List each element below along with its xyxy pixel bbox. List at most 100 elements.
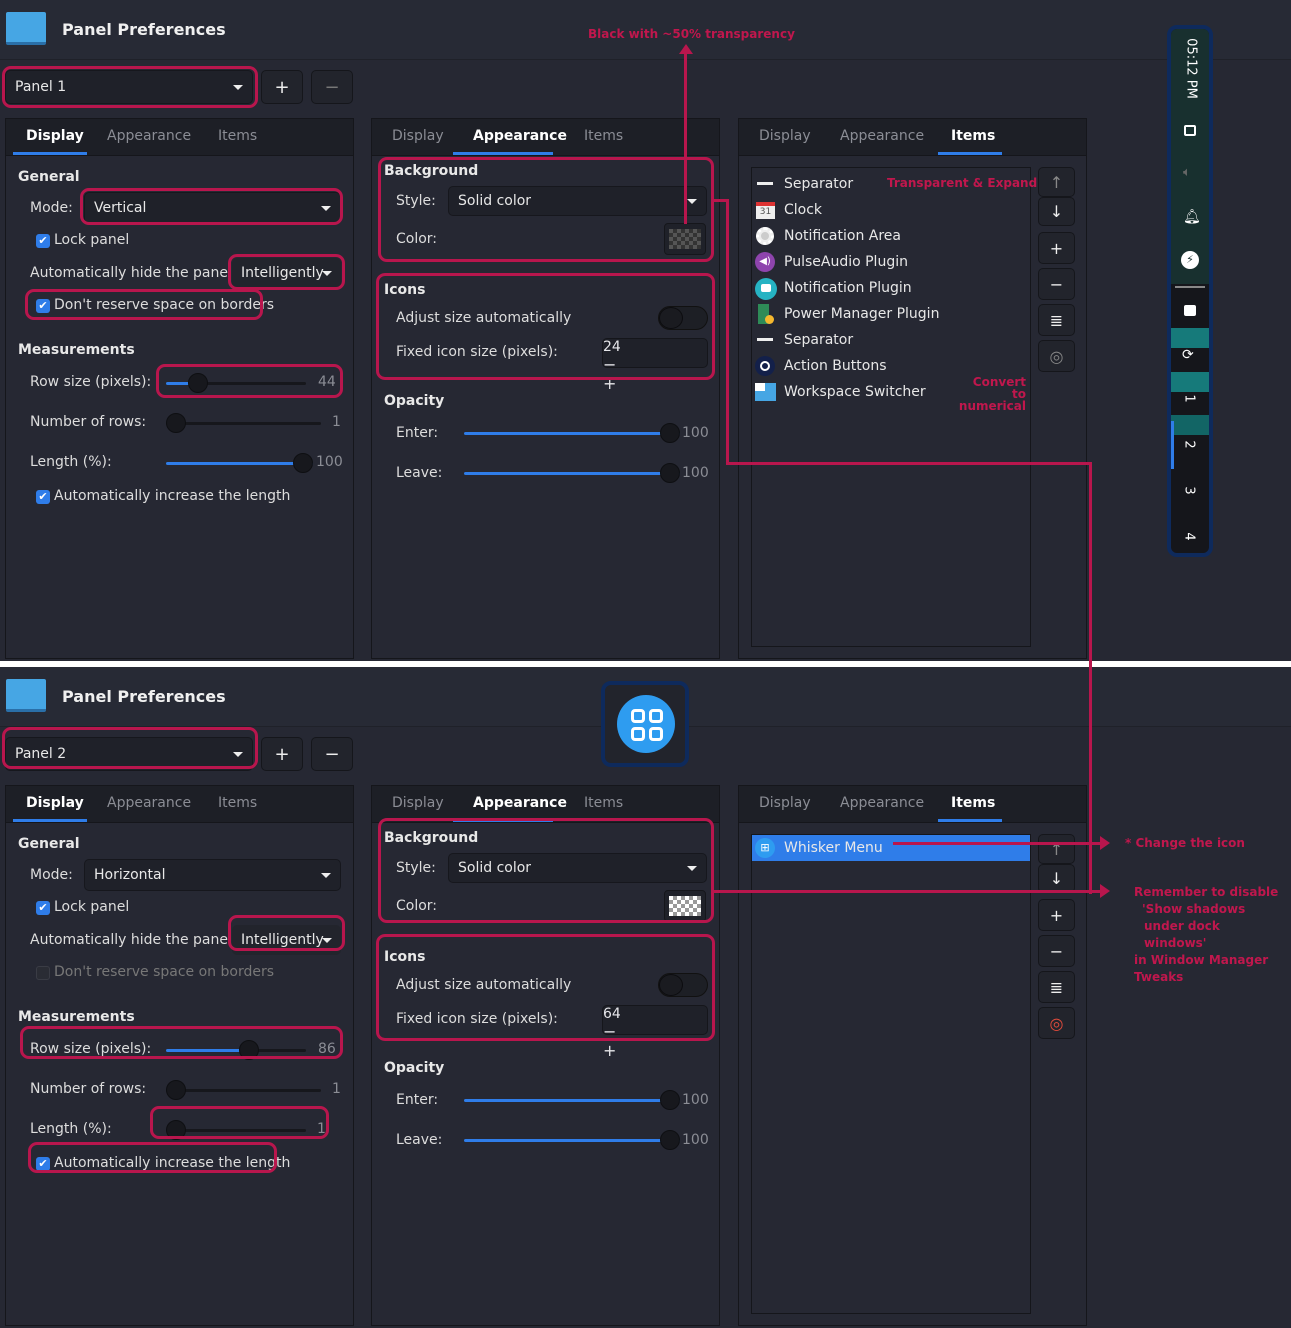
mode-select[interactable]: Horizontal — [84, 859, 341, 891]
auto-length-checkbox[interactable]: ✔ — [36, 1157, 50, 1171]
icon-size-spinbox[interactable]: 64− + — [602, 1005, 708, 1060]
tab-items[interactable]: Items — [218, 128, 258, 144]
tab-items[interactable]: Items — [584, 795, 624, 811]
tab-appearance[interactable]: Appearance — [107, 795, 192, 811]
remove-panel-button[interactable]: − — [311, 737, 353, 771]
tab-appearance[interactable]: Appearance — [473, 128, 567, 144]
length-slider-value: 1 — [317, 1121, 326, 1137]
list-item[interactable]: Workspace Switcher — [752, 379, 1030, 405]
slider-handle[interactable] — [660, 423, 680, 443]
slider-handle[interactable] — [660, 1130, 680, 1150]
color-button[interactable] — [664, 223, 706, 255]
panel-select[interactable]: Panel 2 — [5, 737, 253, 771]
panel-select[interactable]: Panel 1 — [5, 70, 253, 104]
tab-items[interactable]: Items — [584, 128, 624, 144]
slider-handle[interactable] — [166, 1120, 186, 1140]
style-select[interactable]: Solid color — [448, 853, 707, 883]
increase-button[interactable]: + — [603, 1041, 617, 1060]
decrease-button[interactable]: − — [603, 355, 617, 374]
move-up-button[interactable]: ↑ — [1038, 167, 1075, 197]
list-item[interactable]: Power Manager Plugin — [752, 301, 1030, 327]
length-slider[interactable] — [166, 1120, 306, 1140]
workspace-button[interactable]: 1 — [1181, 394, 1197, 403]
style-select[interactable]: Solid color — [448, 186, 707, 216]
tab-appearance[interactable]: Appearance — [840, 128, 925, 144]
list-item[interactable]: 31 Clock — [752, 197, 1030, 223]
add-panel-button[interactable]: + — [261, 737, 303, 771]
annotation-line-text: Tweaks — [1134, 970, 1184, 984]
adjust-size-toggle[interactable] — [658, 306, 708, 330]
rows-slider[interactable] — [166, 1080, 321, 1100]
item-list-button[interactable]: ≣ — [1038, 304, 1075, 336]
annotation-line — [893, 842, 1103, 845]
list-item[interactable]: Separator — [752, 327, 1030, 353]
workspace-button[interactable]: 3 — [1181, 486, 1197, 495]
items-list[interactable]: ⊞ Whisker Menu — [751, 834, 1031, 1314]
appearance-notebook: Display Appearance Items Background Style: So… — [371, 118, 720, 659]
list-item[interactable]: Notification Plugin — [752, 275, 1030, 301]
list-item[interactable]: Action Buttons — [752, 353, 1030, 379]
move-down-button[interactable]: ↓ — [1038, 197, 1075, 226]
slider-handle[interactable] — [660, 1090, 680, 1110]
annotation-outline — [20, 1026, 343, 1059]
fixed-size-label: Fixed icon size (pixels): — [396, 1011, 558, 1027]
workspace-button[interactable]: 4 — [1181, 532, 1197, 541]
move-down-button[interactable]: ↓ — [1038, 864, 1075, 893]
list-item[interactable]: ⊞ Whisker Menu — [752, 835, 1030, 861]
tab-display[interactable]: Display — [26, 795, 84, 811]
add-item-button[interactable]: + — [1038, 899, 1075, 931]
help-button[interactable]: ◎ — [1038, 340, 1075, 372]
mode-value: Horizontal — [94, 867, 166, 883]
workspace-button[interactable]: 2 — [1181, 440, 1197, 449]
slider-handle[interactable] — [239, 1040, 260, 1060]
list-item[interactable]: Separator — [752, 171, 1030, 197]
leave-slider[interactable] — [464, 463, 680, 483]
slider-handle[interactable] — [166, 1080, 186, 1100]
no-reserve-checkbox[interactable]: ✔ — [36, 299, 50, 313]
lock-panel-checkbox[interactable]: ✔ — [36, 901, 50, 915]
tab-display[interactable]: Display — [26, 128, 84, 144]
slider-handle[interactable] — [293, 453, 313, 473]
row-size-slider[interactable] — [166, 373, 306, 393]
slider-handle[interactable] — [660, 463, 680, 483]
slider-handle[interactable] — [187, 373, 208, 393]
items-list[interactable]: Separator 31 Clock Notification Area ◀) Pulse… — [751, 167, 1031, 647]
move-up-button[interactable]: ↑ — [1038, 834, 1075, 864]
tab-appearance[interactable]: Appearance — [473, 795, 567, 811]
enter-slider[interactable] — [464, 1090, 680, 1110]
tab-items[interactable]: Items — [218, 795, 258, 811]
add-item-button[interactable]: + — [1038, 232, 1075, 264]
remove-item-button[interactable]: − — [1038, 268, 1075, 300]
mode-select[interactable]: Vertical — [84, 192, 341, 224]
color-button[interactable] — [664, 890, 706, 922]
no-reserve-checkbox[interactable] — [36, 966, 50, 980]
logout-icon[interactable]: ⟳ — [1182, 347, 1194, 363]
list-item[interactable]: ◀) PulseAudio Plugin — [752, 249, 1030, 275]
decrease-button[interactable]: − — [603, 1022, 617, 1041]
adjust-size-toggle[interactable] — [658, 973, 708, 997]
item-list-button[interactable]: ≣ — [1038, 971, 1075, 1003]
rows-slider[interactable] — [166, 413, 321, 433]
remove-item-button[interactable]: − — [1038, 935, 1075, 967]
tab-display[interactable]: Display — [759, 795, 811, 811]
enter-slider[interactable] — [464, 423, 680, 443]
lock-panel-checkbox[interactable]: ✔ — [36, 234, 50, 248]
add-panel-button[interactable]: + — [261, 70, 303, 104]
slider-handle[interactable] — [166, 413, 186, 433]
leave-slider[interactable] — [464, 1130, 680, 1150]
tab-display[interactable]: Display — [392, 795, 444, 811]
remove-panel-button[interactable]: − — [311, 70, 353, 104]
tab-display[interactable]: Display — [759, 128, 811, 144]
tab-appearance[interactable]: Appearance — [107, 128, 192, 144]
help-button[interactable]: ◎ — [1038, 1007, 1075, 1039]
list-item[interactable]: Notification Area — [752, 223, 1030, 249]
lock-icon[interactable] — [1184, 305, 1196, 316]
tab-items[interactable]: Items — [951, 795, 996, 811]
autohide-select[interactable]: Intelligently — [232, 258, 341, 288]
tab-appearance[interactable]: Appearance — [840, 795, 925, 811]
tab-display[interactable]: Display — [392, 128, 444, 144]
length-slider[interactable] — [166, 453, 313, 473]
tab-items[interactable]: Items — [951, 128, 996, 144]
auto-length-checkbox[interactable]: ✔ — [36, 490, 50, 504]
row-size-slider[interactable] — [166, 1040, 306, 1060]
